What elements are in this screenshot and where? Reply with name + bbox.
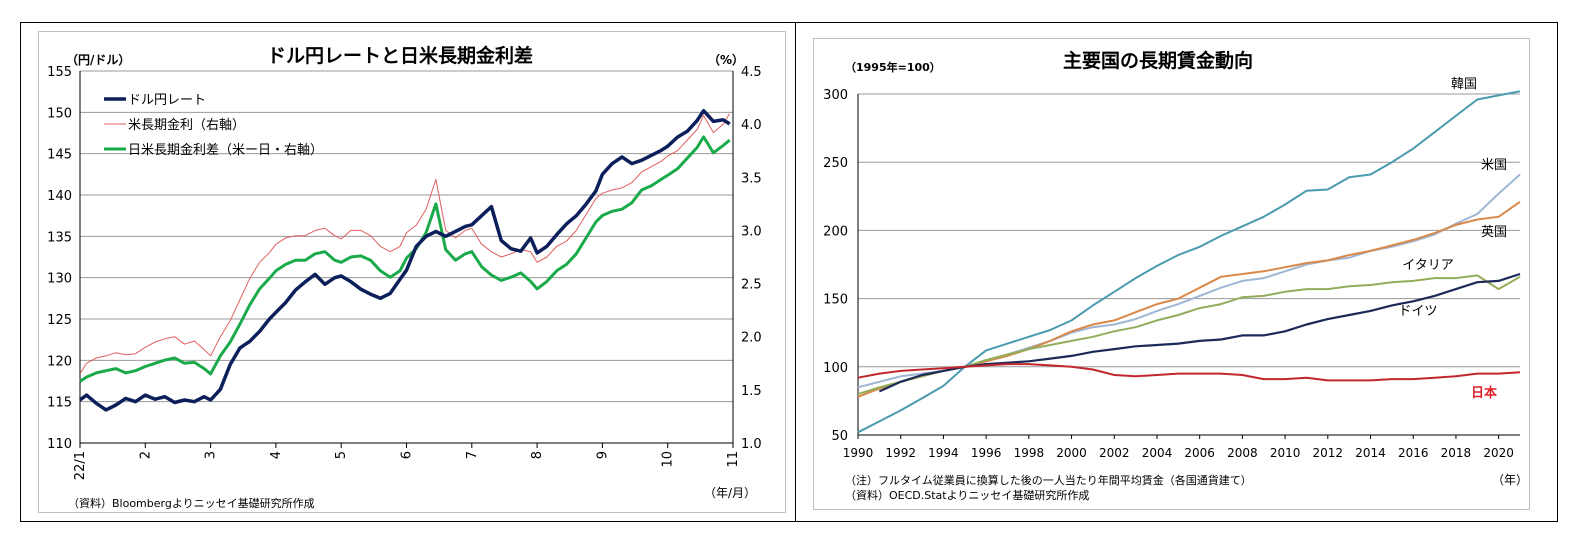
left-x-unit: （年/月） xyxy=(704,486,756,500)
series-line-usdjpy xyxy=(78,108,731,412)
left-y-tick-label: 130 xyxy=(47,272,72,287)
wage-note: （注）フルタイム従業員に換算した後の一人当たり年間平均賃金（各国通貨建て） xyxy=(845,473,1252,487)
wage-x-tick-label: 1996 xyxy=(971,446,1002,460)
wage-x-tick-label: 2016 xyxy=(1398,446,1429,460)
wage-series xyxy=(857,90,1521,434)
wage-series-line-germany xyxy=(878,272,1521,393)
wage-x-tick-label: 1998 xyxy=(1014,446,1045,460)
left-y-tick-label: 115 xyxy=(47,396,72,411)
right-chart-title: 主要国の長期賃金動向 xyxy=(1063,49,1253,72)
wage-series-label-japan: 日本 xyxy=(1471,385,1497,401)
legend-label-us10y: 米長期金利（右軸） xyxy=(128,117,245,133)
wage-grid xyxy=(857,93,1520,436)
wage-source-note: （資料）OECD.Statよりニッセイ基礎研究所作成 xyxy=(845,488,1089,502)
wage-y-tick-label: 150 xyxy=(823,293,848,308)
wage-y-unit: （1995年=100） xyxy=(845,60,941,74)
legend-label-usdjpy: ドル円レート xyxy=(128,93,206,108)
right-y-tick-label: 4.0 xyxy=(741,118,762,133)
wage-x-tick-label: 1990 xyxy=(843,446,874,460)
x-tick-label: 8 xyxy=(530,451,545,459)
wage-series-line-japan xyxy=(857,363,1521,382)
wage-x-tick-label: 2018 xyxy=(1441,446,1472,460)
wage-x-tick-label: 2002 xyxy=(1099,446,1130,460)
wage-x-tick-label: 2008 xyxy=(1227,446,1258,460)
right-y-tick-label: 1.5 xyxy=(741,384,762,399)
left-y-tick-label: 150 xyxy=(47,106,72,121)
right-y-ticks: 1.0 1.5 2.0 2.5 3.0 3.5 4.0 4.5 xyxy=(741,65,762,452)
wage-series-label-korea: 韓国 xyxy=(1451,77,1477,92)
left-legend: ドル円レート 米長期金利（右軸） 日米長期金利差（米ー日・右軸） xyxy=(104,93,323,158)
wage-y-tick-label: 250 xyxy=(823,156,848,171)
left-y-tick-label: 120 xyxy=(47,354,72,369)
wage-x-tick-label: 2000 xyxy=(1056,446,1087,460)
wage-series-label-usa: 米国 xyxy=(1481,158,1507,173)
x-ticks: 22/1 2 3 4 5 6 7 8 9 10 11 xyxy=(73,443,741,480)
right-y-tick-label: 3.5 xyxy=(741,171,762,186)
wage-y-ticks: 50 100 150 200 250 300 xyxy=(823,88,848,444)
wage-x-tick-label: 2010 xyxy=(1270,446,1301,460)
x-tick-label: 22/1 xyxy=(73,451,88,480)
wage-x-unit: （年） xyxy=(1492,473,1528,487)
x-tick-label: 10 xyxy=(661,451,676,468)
left-series xyxy=(78,108,731,412)
left-y-tick-label: 145 xyxy=(47,148,72,163)
x-tick-label: 9 xyxy=(595,451,610,459)
left-y-tick-label: 110 xyxy=(47,437,72,452)
left-source-note: （資料）Bloombergよりニッセイ基礎研究所作成 xyxy=(68,496,315,510)
right-y-tick-label: 2.0 xyxy=(741,331,762,346)
left-y-ticks: 110 115 120 125 130 135 140 145 150 155 xyxy=(47,65,72,452)
left-chart-title: ドル円レートと日米長期金利差 xyxy=(267,44,533,67)
x-tick-label: 3 xyxy=(204,451,219,459)
wage-x-tick-label: 2020 xyxy=(1483,446,1514,460)
usdjpy-chart: ドル円レートと日米長期金利差 （円/ドル） （%） 11011512012513… xyxy=(47,44,762,510)
wage-x-tick-label: 1992 xyxy=(885,446,916,460)
wage-y-tick-label: 100 xyxy=(823,361,848,376)
x-tick-label: 7 xyxy=(465,451,480,459)
wage-series-line-korea xyxy=(857,90,1521,434)
right-y-tick-label: 4.5 xyxy=(741,65,762,80)
right-y-tick-label: 3.0 xyxy=(741,224,762,239)
wage-x-tick-label: 2012 xyxy=(1313,446,1344,460)
wage-series-label-italy: イタリア xyxy=(1402,258,1453,273)
x-tick-label: 11 xyxy=(726,451,741,468)
x-tick-label: 6 xyxy=(400,451,415,459)
left-y-tick-label: 135 xyxy=(47,230,72,245)
right-y-unit: （%） xyxy=(708,52,744,67)
left-chart-panel xyxy=(38,31,786,513)
series-line-spread xyxy=(79,135,731,383)
x-tick-label: 2 xyxy=(138,451,153,459)
wage-x-tick-label: 2004 xyxy=(1142,446,1173,460)
wage-y-tick-label: 200 xyxy=(823,224,848,239)
wage-series-label-germany: ドイツ xyxy=(1398,304,1437,319)
wage-y-tick-label: 50 xyxy=(831,429,848,444)
panel-divider xyxy=(795,22,796,522)
wage-chart: 主要国の長期賃金動向 （1995年=100） 50 100 150 200 250 300… xyxy=(823,49,1528,502)
wage-x-ticks: 1990 1992 1994 1996 1998 2000 2002 2004 2006 2008… xyxy=(843,435,1514,460)
wage-x-tick-label: 2006 xyxy=(1184,446,1215,460)
left-y-tick-label: 155 xyxy=(47,65,72,80)
series-line-us10y xyxy=(79,113,731,375)
left-y-unit: （円/ドル） xyxy=(66,52,130,67)
left-y-tick-label: 140 xyxy=(47,189,72,204)
wage-x-tick-label: 1994 xyxy=(928,446,959,460)
right-y-tick-label: 1.0 xyxy=(741,437,762,452)
x-tick-label: 4 xyxy=(269,451,284,459)
legend-label-spread: 日米長期金利差（米ー日・右軸） xyxy=(128,142,323,158)
wage-x-tick-label: 2014 xyxy=(1355,446,1386,460)
left-y-tick-label: 125 xyxy=(47,313,72,328)
wage-y-tick-label: 300 xyxy=(823,88,848,103)
x-tick-label: 5 xyxy=(334,451,349,459)
right-chart-panel xyxy=(813,38,1530,510)
right-y-tick-label: 2.5 xyxy=(741,278,762,293)
wage-series-label-uk: 英国 xyxy=(1481,225,1507,240)
